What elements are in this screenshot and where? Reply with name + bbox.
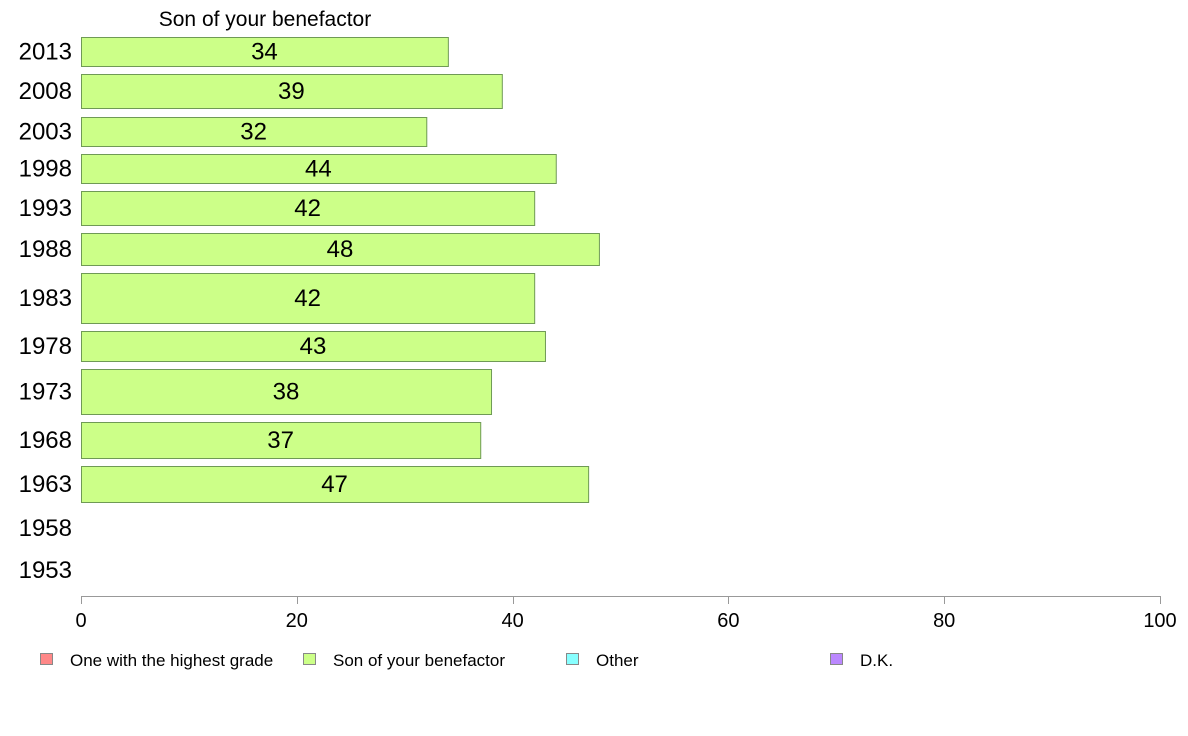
bar-value-label-1978: 43	[300, 333, 327, 360]
year-labels: 2013 2008 2003 1998 1993 1988 1983 1978 1973 1968…	[19, 39, 72, 585]
x-axis: 0 20 40 60 80 100	[75, 596, 1177, 632]
year-label-1963: 1963	[19, 471, 72, 498]
legend-label-1: One with the highest grade	[70, 651, 273, 670]
bar-1993	[81, 191, 536, 226]
legend-swatch-3	[566, 653, 579, 665]
legend-swatch-2	[303, 653, 316, 665]
bar-2008	[81, 74, 503, 109]
x-tick-label-40: 40	[501, 610, 523, 632]
x-tick-label-80: 80	[933, 610, 955, 632]
legend-label-2: Son of your benefactor	[333, 651, 505, 670]
bar-value-label-2003: 32	[240, 119, 267, 146]
year-label-2008: 2008	[19, 78, 72, 105]
legend-label-3: Other	[596, 651, 639, 670]
bar-2013	[81, 37, 449, 67]
bar-value-label-1993: 42	[294, 195, 321, 222]
bar-1998	[81, 154, 557, 184]
bar-value-label-1998: 44	[305, 156, 332, 183]
legend-swatch-1	[40, 653, 53, 665]
year-label-1973: 1973	[19, 379, 72, 406]
bar-value-label-1983: 42	[294, 285, 321, 312]
legend-swatch-4	[830, 653, 843, 665]
bar-2003	[81, 117, 428, 147]
year-label-1953: 1953	[19, 557, 72, 584]
bar-1978	[81, 331, 546, 362]
bar-1983	[81, 273, 536, 324]
bar-value-label-1973: 38	[273, 379, 300, 406]
bar-1963	[81, 466, 590, 503]
legend-label-4: D.K.	[860, 651, 893, 670]
bar-1973	[81, 369, 493, 415]
year-label-2013: 2013	[19, 39, 72, 66]
bar-1968	[81, 422, 482, 459]
bar-value-label-1968: 37	[267, 427, 294, 454]
bar-value-label-1963: 47	[321, 471, 348, 498]
bar-1988	[81, 233, 600, 266]
x-tick-label-60: 60	[717, 610, 739, 632]
year-label-1993: 1993	[19, 195, 72, 222]
x-tick-label-100: 100	[1143, 610, 1176, 632]
bar-value-label-1988: 48	[327, 236, 354, 263]
year-label-1983: 1983	[19, 285, 72, 312]
bar-value-label-2008: 39	[278, 78, 305, 105]
year-label-1998: 1998	[19, 156, 72, 183]
x-tick-label-20: 20	[286, 610, 308, 632]
x-tick-label-0: 0	[75, 610, 86, 632]
year-label-1958: 1958	[19, 515, 72, 542]
series-title: Son of your benefactor	[159, 8, 371, 31]
legend: One with the highest grade Son of your be…	[40, 651, 893, 670]
bar-value-label-2013: 34	[251, 39, 278, 66]
year-label-1978: 1978	[19, 333, 72, 360]
year-label-1968: 1968	[19, 427, 72, 454]
year-label-1988: 1988	[19, 236, 72, 263]
year-label-2003: 2003	[19, 119, 72, 146]
